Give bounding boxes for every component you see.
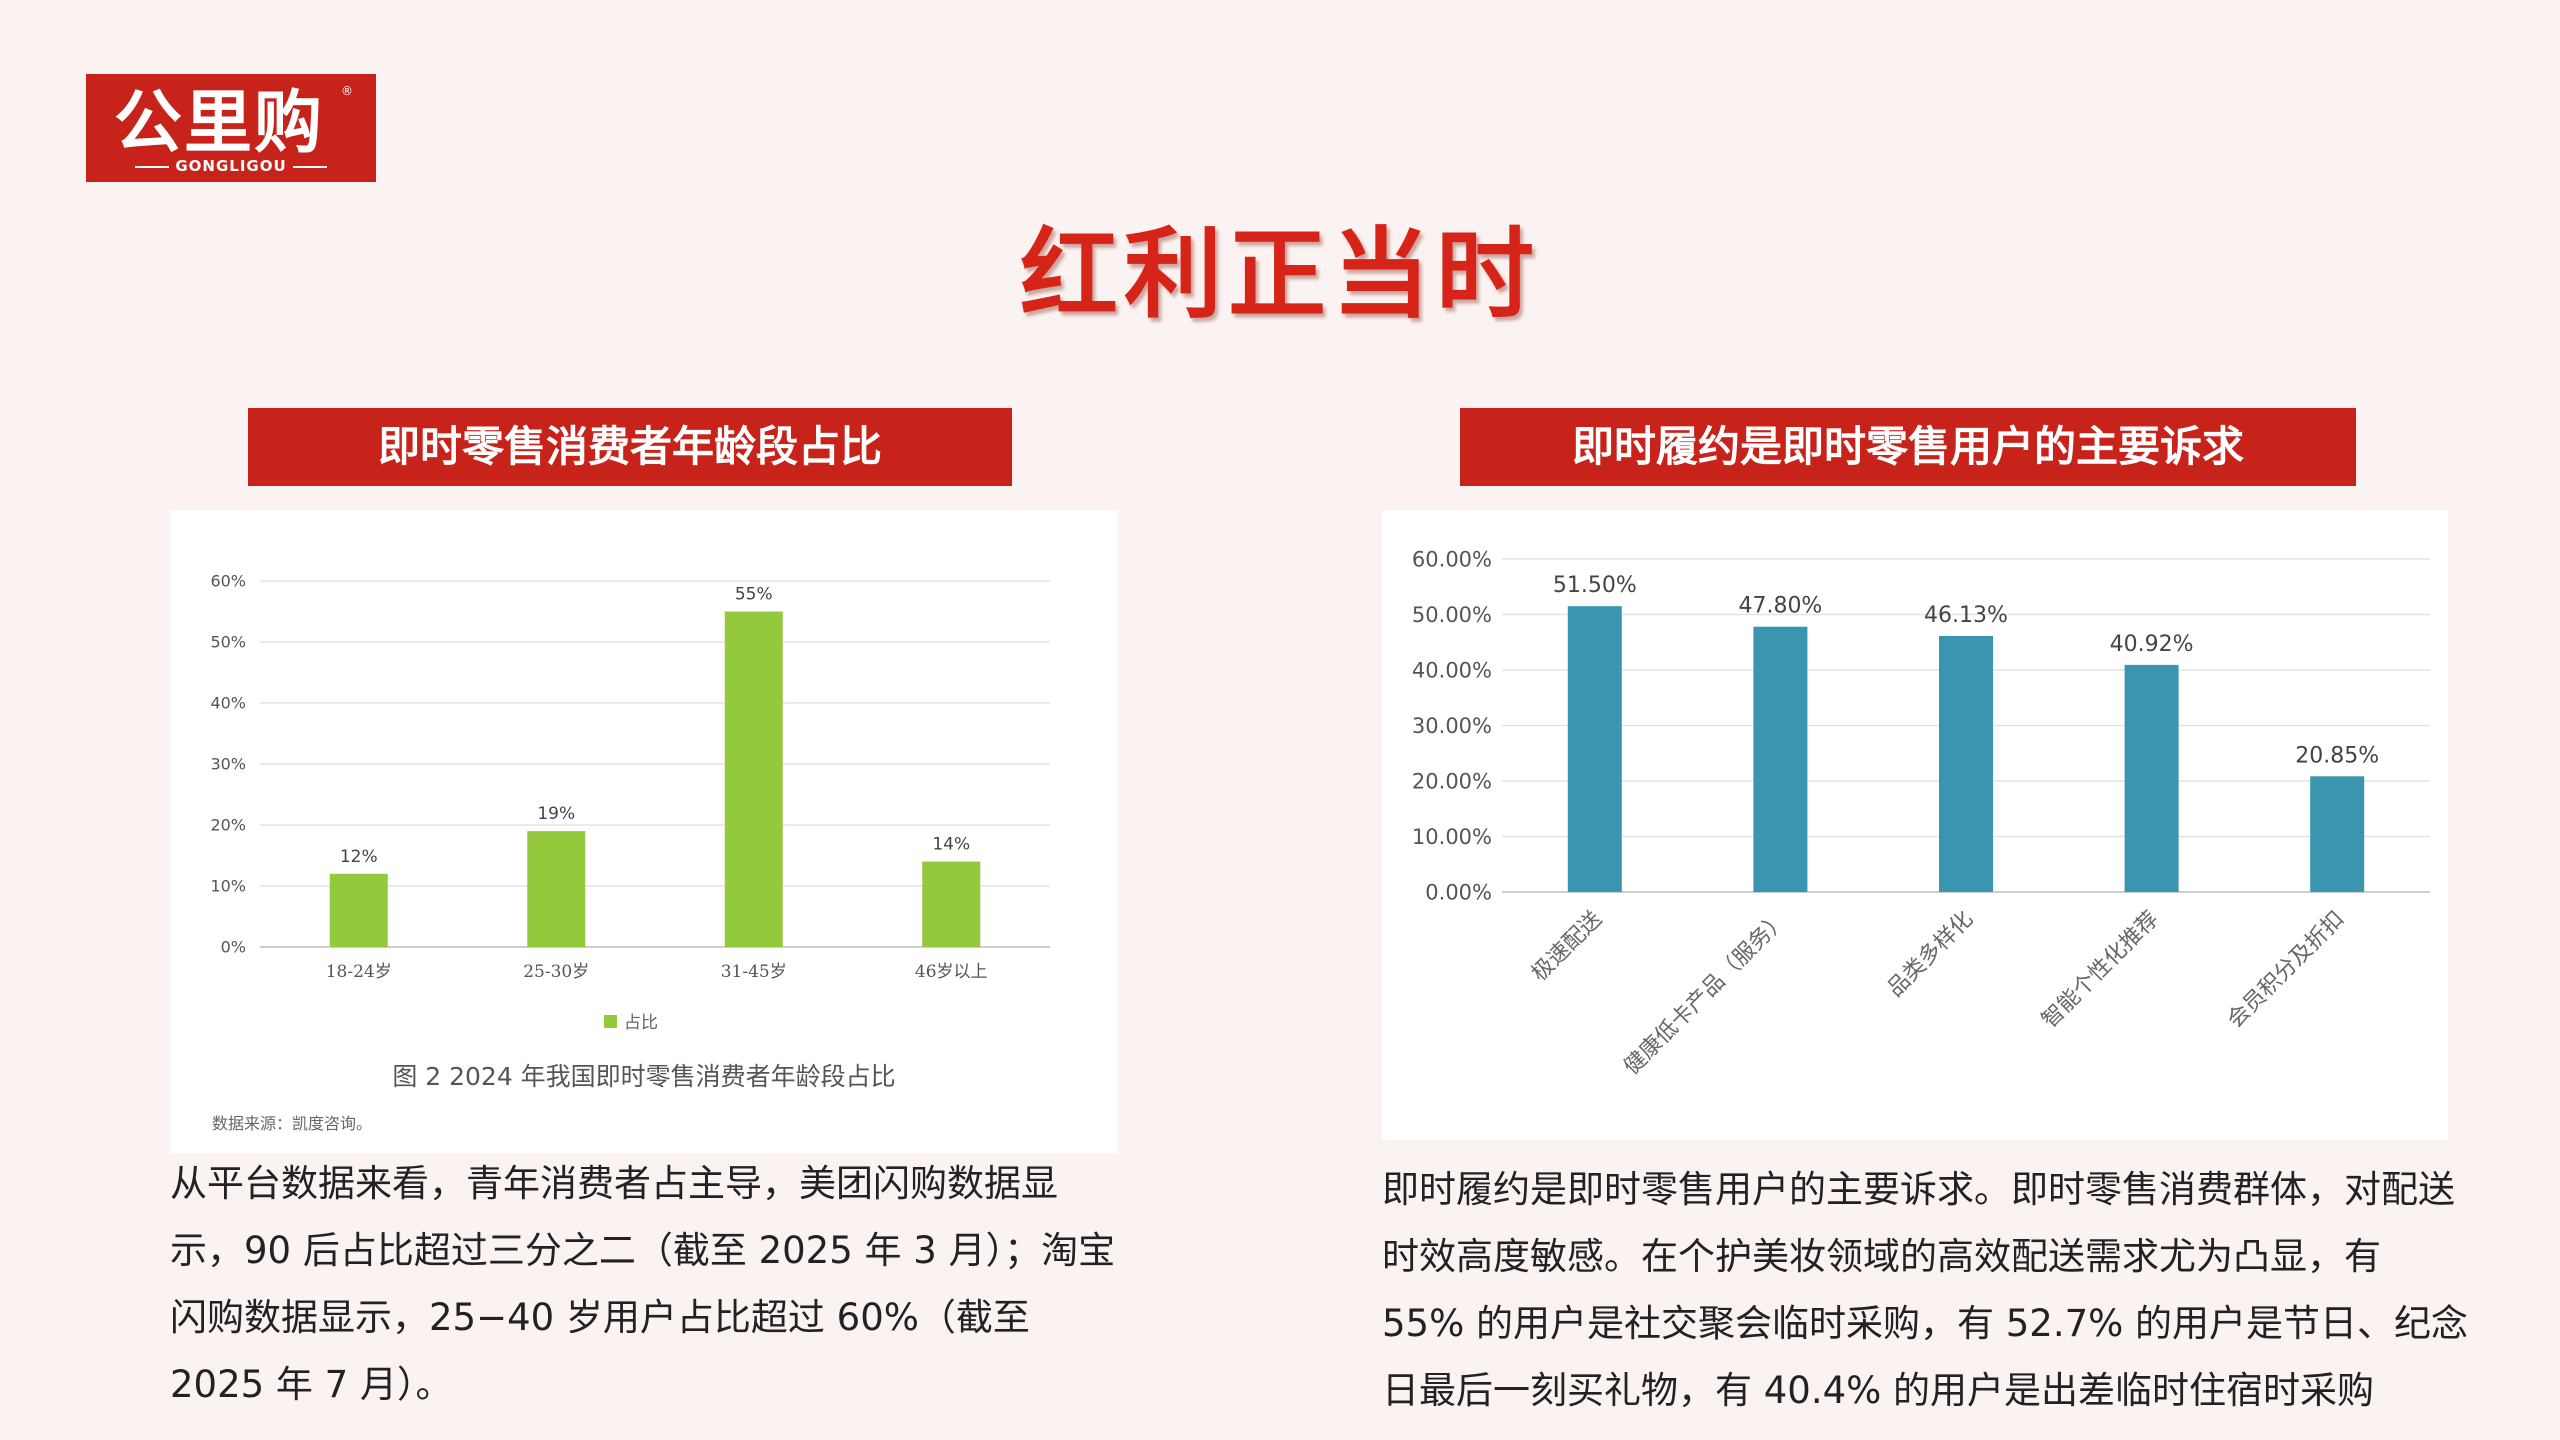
age-distribution-chart: 0% 10% 20% 30% 40% 50% 60% 12% 18-24岁 19% 25-30岁 55… [170,510,1118,1153]
y-tick-label: 50.00% [1412,603,1492,627]
logo-registered-mark: ® [341,84,353,98]
bar [329,873,388,947]
left-description: 从平台数据来看，青年消费者占主导，美团闪购数据显示，90 后占比超过三分之二（截… [170,1162,1116,1406]
logo-main-text: 公里购 [114,84,325,163]
bar [527,831,586,947]
data-label: 46.13% [1924,603,2008,628]
fulfillment-chart-svg: 0.00% 10.00% 20.00% 30.00% 40.00% 50.00% 60.00… [1412,547,2430,1080]
data-label: 12% [340,847,378,867]
bar [724,611,783,947]
y-tick-label: 0% [221,938,246,957]
left-section-header: 即时零售消费者年龄段占比 [248,408,1012,486]
bar [1753,626,1808,892]
y-tick-label: 10.00% [1412,825,1492,849]
data-label: 40.92% [2110,632,2194,657]
data-label: 19% [537,804,575,824]
y-tick-label: 40% [210,694,246,713]
bar [2310,776,2365,892]
category-label: 31-45岁 [721,962,787,982]
y-tick-label: 40.00% [1412,658,1492,682]
legend-label: 占比 [624,1013,658,1033]
y-tick-label: 10% [210,877,246,896]
data-label: 20.85% [2295,743,2379,768]
y-tick-label: 30.00% [1412,714,1492,738]
category-label: 健康低卡产品（服务） [1619,907,1792,1080]
age-chart-svg: 0% 10% 20% 30% 40% 50% 60% 12% 18-24岁 19% 25-30岁 55… [210,572,1050,1133]
chart-source: 数据来源：凯度咨询。 [212,1114,372,1133]
y-tick-label: 60.00% [1412,547,1492,571]
bar [2124,664,2179,892]
chart-caption: 图 2 2024 年我国即时零售消费者年龄段占比 [392,1062,895,1091]
data-label: 55% [735,585,773,605]
y-tick-label: 20% [210,816,246,835]
logo-sub-text: GONGLIGOU [86,157,376,175]
category-label: 18-24岁 [326,962,392,982]
category-label: 智能个性化推荐 [2037,907,2164,1034]
right-section-header: 即时履约是即时零售用户的主要诉求 [1460,408,2356,486]
y-tick-label: 60% [210,572,246,591]
category-label: 品类多样化 [1883,907,1978,1002]
bar [922,861,981,947]
category-label: 极速配送 [1527,907,1607,987]
y-tick-label: 50% [210,633,246,652]
data-label: 47.80% [1738,594,1822,619]
data-label: 51.50% [1553,573,1637,598]
y-tick-label: 30% [210,755,246,774]
category-label: 25-30岁 [523,962,589,982]
category-label: 会员积分及折扣 [2223,907,2350,1034]
y-tick-label: 0.00% [1425,880,1492,904]
fulfillment-demand-chart: 0.00% 10.00% 20.00% 30.00% 40.00% 50.00% 60.00… [1382,510,2448,1140]
brand-logo: 公里购 ® GONGLIGOU [86,74,376,182]
legend-swatch [604,1015,617,1028]
page-title: 红利正当时 [1019,218,1540,332]
bar [1567,606,1622,892]
data-label: 14% [932,835,970,855]
bar [1939,635,1993,892]
category-label: 46岁以上 [915,962,988,982]
right-description: 即时履约是即时零售用户的主要诉求。即时零售消费群体，对配送时效高度敏感。在个护美… [1382,1168,2469,1412]
y-tick-label: 20.00% [1412,769,1492,793]
